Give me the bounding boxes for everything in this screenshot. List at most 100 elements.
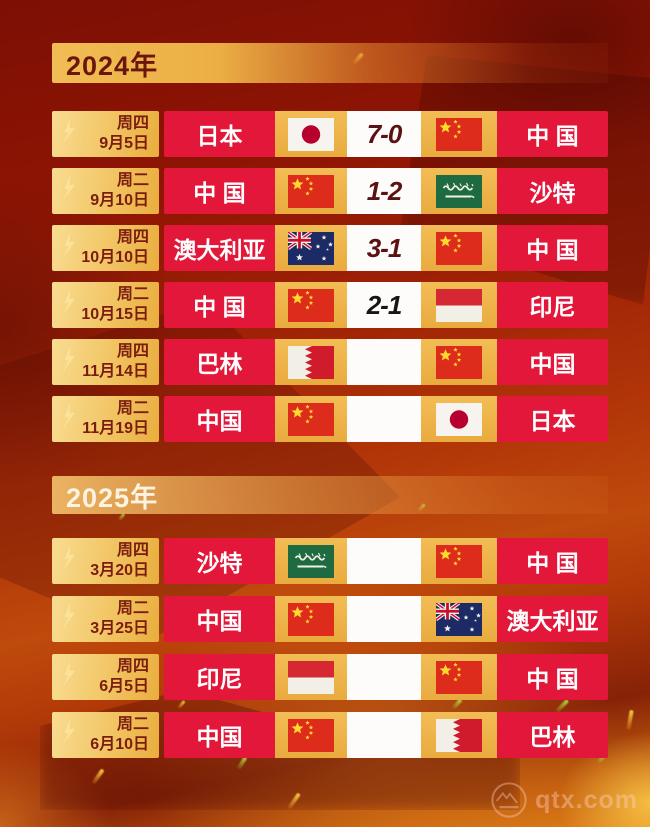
match-date-text[interactable]: 10月15日 bbox=[81, 306, 149, 323]
year-label[interactable]: 2024年 bbox=[66, 50, 159, 81]
home-team-name[interactable]: 巴林 bbox=[164, 339, 275, 385]
away-flag-cell[interactable] bbox=[421, 538, 497, 584]
away-flag-cell[interactable] bbox=[421, 596, 497, 642]
match-date[interactable]: 周四 11月14日 bbox=[52, 339, 159, 385]
score-box[interactable]: 1-2 bbox=[347, 168, 421, 214]
away-flag-cell[interactable] bbox=[421, 225, 497, 271]
away-team-name[interactable]: 印尼 bbox=[497, 282, 608, 328]
score-box[interactable] bbox=[347, 654, 421, 700]
match-bar[interactable]: 沙特 中 国 bbox=[164, 538, 608, 584]
home-team-name[interactable]: 澳大利亚 bbox=[164, 225, 275, 271]
match-bar[interactable]: 澳大利亚 3-1 中 国 bbox=[164, 225, 608, 271]
score-box[interactable]: 7-0 bbox=[347, 111, 421, 157]
match-date-text[interactable]: 3月20日 bbox=[90, 562, 149, 579]
match-date[interactable]: 周四 10月10日 bbox=[52, 225, 159, 271]
score-box[interactable]: 3-1 bbox=[347, 225, 421, 271]
home-flag-cell[interactable] bbox=[275, 225, 347, 271]
match-row[interactable]: 周四 10月10日 澳大利亚 3-1 中 国 bbox=[52, 225, 608, 271]
home-flag-cell[interactable] bbox=[275, 538, 347, 584]
away-team-name[interactable]: 沙特 bbox=[497, 168, 608, 214]
match-row[interactable]: 周二 11月19日 中国 日本 bbox=[52, 396, 608, 442]
home-flag-cell[interactable] bbox=[275, 654, 347, 700]
away-flag-cell[interactable] bbox=[421, 339, 497, 385]
match-weekday[interactable]: 周四 bbox=[116, 343, 149, 361]
match-date-text[interactable]: 3月25日 bbox=[90, 620, 149, 637]
match-weekday[interactable]: 周二 bbox=[116, 716, 149, 734]
away-flag-cell[interactable] bbox=[421, 654, 497, 700]
home-flag-cell[interactable] bbox=[275, 712, 347, 758]
home-flag-cell[interactable] bbox=[275, 168, 347, 214]
match-date[interactable]: 周二 6月10日 bbox=[52, 712, 159, 758]
home-flag-cell[interactable] bbox=[275, 396, 347, 442]
match-date[interactable]: 周二 11月19日 bbox=[52, 396, 159, 442]
match-row[interactable]: 周二 6月10日 中国 巴林 bbox=[52, 712, 608, 758]
home-team-name[interactable]: 中国 bbox=[164, 596, 275, 642]
match-weekday[interactable]: 周二 bbox=[116, 286, 149, 304]
away-flag-cell[interactable] bbox=[421, 396, 497, 442]
match-date-text[interactable]: 6月10日 bbox=[90, 736, 149, 753]
score-box[interactable] bbox=[347, 538, 421, 584]
match-bar[interactable]: 中 国 2-1 印尼 bbox=[164, 282, 608, 328]
match-row[interactable]: 周二 10月15日中 国 2-1 印尼 bbox=[52, 282, 608, 328]
home-flag-cell[interactable] bbox=[275, 282, 347, 328]
match-row[interactable]: 周四 9月5日 日本 7-0 中 国 bbox=[52, 111, 608, 157]
match-row[interactable]: 周四 6月5日 印尼 中 国 bbox=[52, 654, 608, 700]
away-team-name[interactable]: 中国 bbox=[497, 339, 608, 385]
match-date[interactable]: 周二 9月10日 bbox=[52, 168, 159, 214]
score-text[interactable]: 2-1 bbox=[366, 289, 403, 320]
year-header[interactable]: 2025年 bbox=[52, 476, 608, 514]
away-flag-cell[interactable] bbox=[421, 712, 497, 758]
home-flag-cell[interactable] bbox=[275, 596, 347, 642]
away-team-name[interactable]: 中 国 bbox=[497, 111, 608, 157]
score-box[interactable] bbox=[347, 396, 421, 442]
score-box[interactable]: 2-1 bbox=[347, 282, 421, 328]
match-date-text[interactable]: 6月5日 bbox=[99, 678, 149, 695]
match-weekday[interactable]: 周四 bbox=[116, 542, 149, 560]
match-row[interactable]: 周四 11月14日 巴林 中国 bbox=[52, 339, 608, 385]
home-team-name[interactable]: 沙特 bbox=[164, 538, 275, 584]
home-team-name[interactable]: 印尼 bbox=[164, 654, 275, 700]
score-text[interactable]: 1-2 bbox=[366, 175, 403, 206]
match-date[interactable]: 周四 6月5日 bbox=[52, 654, 159, 700]
match-row[interactable]: 周二 9月10日中 国 1-2 沙特 bbox=[52, 168, 608, 214]
match-date-text[interactable]: 9月5日 bbox=[99, 135, 149, 152]
match-weekday[interactable]: 周四 bbox=[116, 658, 149, 676]
match-date-text[interactable]: 10月10日 bbox=[81, 249, 149, 266]
match-bar[interactable]: 日本 7-0 中 国 bbox=[164, 111, 608, 157]
home-team-name[interactable]: 中 国 bbox=[164, 282, 275, 328]
match-weekday[interactable]: 周四 bbox=[116, 229, 149, 247]
match-date[interactable]: 周二 10月15日 bbox=[52, 282, 159, 328]
match-bar[interactable]: 中 国 1-2 沙特 bbox=[164, 168, 608, 214]
score-box[interactable] bbox=[347, 596, 421, 642]
home-team-name[interactable]: 中 国 bbox=[164, 168, 275, 214]
score-text[interactable]: 7-0 bbox=[366, 118, 403, 149]
match-date-text[interactable]: 9月10日 bbox=[90, 192, 149, 209]
score-box[interactable] bbox=[347, 339, 421, 385]
match-weekday[interactable]: 周二 bbox=[116, 400, 149, 418]
year-section[interactable]: 2024年 周四 9月5日 日本 7-0 中 国周二 9月10日中 国 1-2 沙特 周四 10月1… bbox=[52, 43, 608, 442]
away-flag-cell[interactable] bbox=[421, 111, 497, 157]
match-weekday[interactable]: 周四 bbox=[116, 115, 149, 133]
match-date-text[interactable]: 11月19日 bbox=[82, 420, 149, 437]
year-header[interactable]: 2024年 bbox=[52, 43, 608, 83]
year-label[interactable]: 2025年 bbox=[66, 482, 159, 513]
match-date[interactable]: 周四 9月5日 bbox=[52, 111, 159, 157]
away-flag-cell[interactable] bbox=[421, 168, 497, 214]
home-team-name[interactable]: 日本 bbox=[164, 111, 275, 157]
away-team-name[interactable]: 中 国 bbox=[497, 538, 608, 584]
match-bar[interactable]: 中国 澳大利亚 bbox=[164, 596, 608, 642]
score-text[interactable]: 3-1 bbox=[366, 232, 403, 263]
away-team-name[interactable]: 中 国 bbox=[497, 225, 608, 271]
match-weekday[interactable]: 周二 bbox=[116, 600, 149, 618]
match-bar[interactable]: 中国 巴林 bbox=[164, 712, 608, 758]
home-team-name[interactable]: 中国 bbox=[164, 396, 275, 442]
home-team-name[interactable]: 中国 bbox=[164, 712, 275, 758]
match-date[interactable]: 周二 3月25日 bbox=[52, 596, 159, 642]
match-date[interactable]: 周四 3月20日 bbox=[52, 538, 159, 584]
year-section[interactable]: 2025年 周四 3月20日 沙特中 国周二 3月25日 中国 澳大利亚 周四 6月5日 印尼中 … bbox=[52, 476, 608, 758]
home-flag-cell[interactable] bbox=[275, 339, 347, 385]
match-bar[interactable]: 印尼 中 国 bbox=[164, 654, 608, 700]
home-flag-cell[interactable] bbox=[275, 111, 347, 157]
away-team-name[interactable]: 日本 bbox=[497, 396, 608, 442]
score-box[interactable] bbox=[347, 712, 421, 758]
